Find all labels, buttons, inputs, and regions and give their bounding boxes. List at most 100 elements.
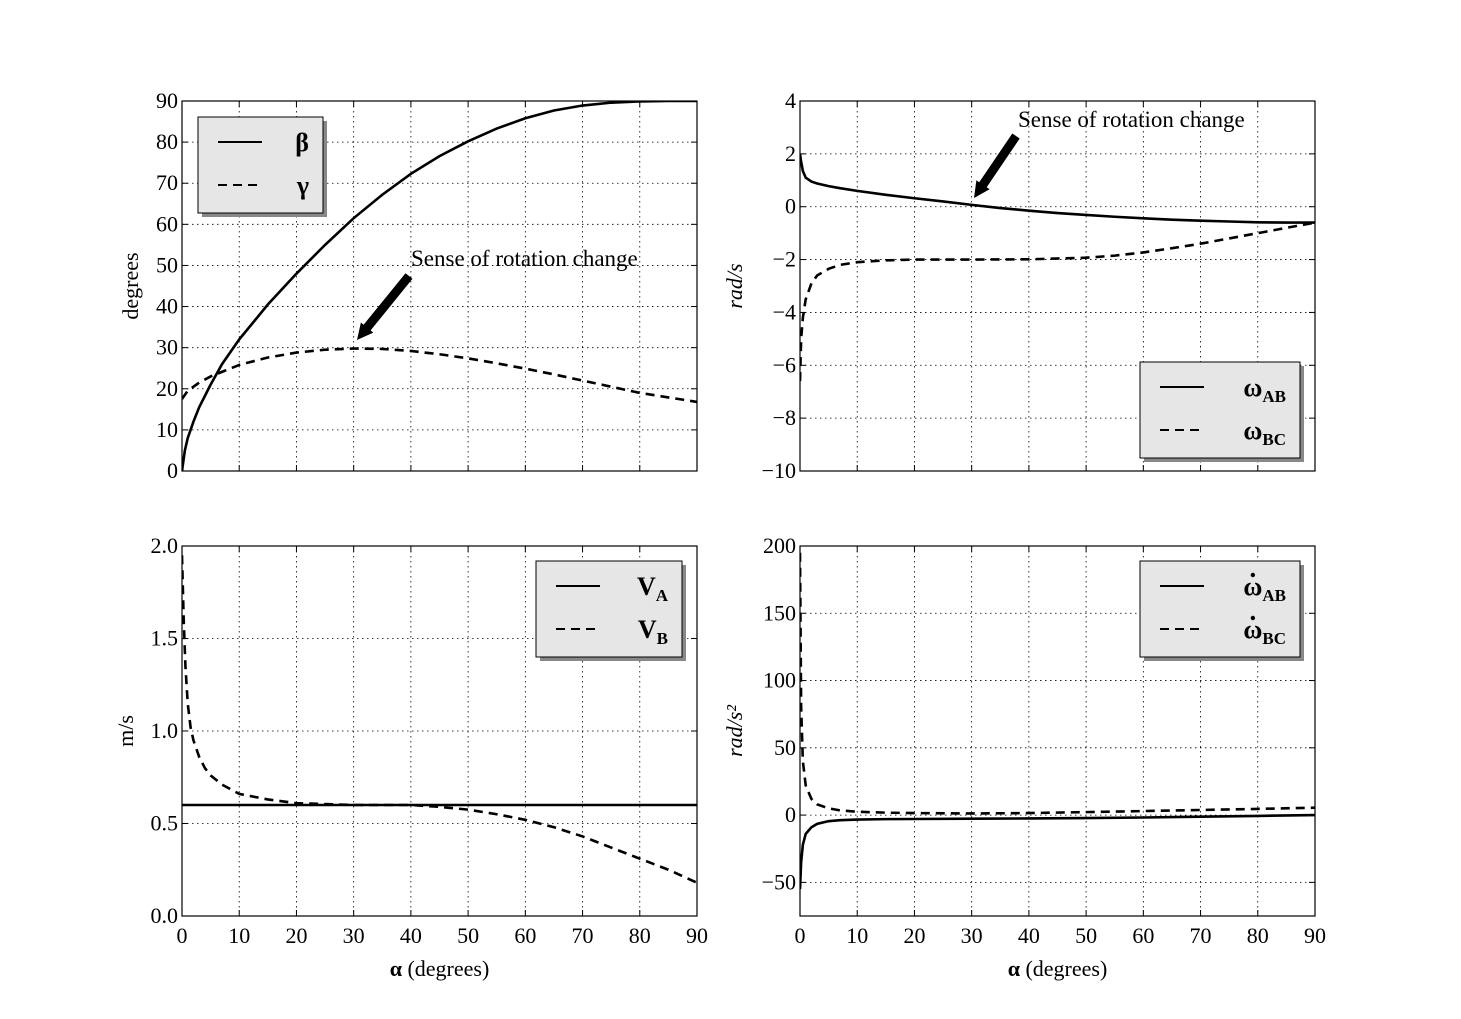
y-tick-label: 90 [156,88,178,113]
series-line-2 [182,347,697,404]
legend-entry-subscript: AB [1262,586,1286,605]
legend-box [197,116,324,214]
x-tick-label: 60 [514,923,536,948]
y-axis-label: m/s [113,715,138,747]
legend-entry-subscript: BC [1262,430,1286,449]
y-tick-label: 80 [156,129,178,154]
y-tick-label: 0 [785,194,796,219]
annotation-arrow [357,273,413,340]
x-tick-label: 90 [1304,923,1326,948]
legend-entry-1: ωAB [1243,373,1286,406]
y-tick-label: −8 [773,405,796,430]
legend: VA VB [535,560,686,661]
x-tick-label: 80 [629,923,651,948]
y-tick-label: 1.5 [151,626,179,651]
x-tick-label: 20 [285,923,307,948]
legend-entry-name: γ [296,171,309,200]
y-tick-label: 2 [785,141,796,166]
legend-entry-subscript: A [656,586,669,605]
y-tick-label: 30 [156,335,178,360]
annotation-text: Sense of rotation change [1018,107,1245,132]
y-tick-label: 150 [763,600,796,625]
y-tick-label: 1.0 [151,718,179,743]
x-tick-label: 0 [795,923,806,948]
x-tick-label: 10 [228,923,250,948]
legend-entry-name: ω [1243,373,1262,402]
y-tick-label: −6 [773,352,796,377]
x-axis-label-unit: (degrees) [402,956,489,981]
legend-entry-2: ωBC [1243,416,1286,449]
y-tick-label: −2 [773,247,796,272]
y-tick-label: 4 [785,88,796,113]
x-tick-label: 80 [1247,923,1269,948]
x-axis-label: α (degrees) [390,956,490,981]
y-tick-label: 0.5 [151,811,179,836]
legend-box [1139,560,1301,658]
x-tick-label: 20 [903,923,925,948]
series-line-2 [800,221,1315,382]
x-tick-label: 10 [846,923,868,948]
legend-entry-dot [1250,572,1256,578]
x-axis-label: α (degrees) [1008,956,1108,981]
legend-entry-2: γ [296,171,309,200]
legend-entry-subscript: AB [1262,387,1286,406]
y-tick-label: 50 [156,252,178,277]
x-tick-label: 70 [572,923,594,948]
y-tick-label: 0.0 [151,903,179,928]
series-line-1 [800,813,1315,890]
y-tick-label: 20 [156,376,178,401]
legend-entry-2: ωBC [1243,615,1286,648]
x-tick-label: 50 [457,923,479,948]
x-axis-label-symbol: α [390,956,403,981]
y-tick-label: −10 [762,458,796,483]
y-axis-label: degrees [118,252,143,319]
y-tick-label: 60 [156,211,178,236]
legend-entry-name: β [295,128,309,157]
panel-4: 0 10 20 30 40 50 60 70 80 90 −50 0 50 100 150 200 rad/s²… [722,533,1326,981]
y-tick-label: 200 [763,533,796,558]
legend-entry-1: ωAB [1243,572,1286,605]
legend-entry-1: β [295,128,309,157]
y-tick-label: −4 [773,299,796,324]
legend-box [535,560,683,658]
annotation-arrow [974,133,1020,198]
legend-entry-subscript: BC [1262,629,1286,648]
plot-frame [181,545,698,917]
legend-entry-name: V [637,572,656,601]
legend-entry-name: V [638,615,657,644]
x-tick-label: 70 [1190,923,1212,948]
series-line-1 [182,101,697,471]
x-tick-label: 30 [961,923,983,948]
legend-entry-name: ω [1243,615,1262,644]
y-tick-label: 0 [167,458,178,483]
x-tick-label: 40 [1018,923,1040,948]
panel-3: 0 10 20 30 40 50 60 70 80 90 0.0 0.5 1.0 1.5 2.0 m/s α (… [113,533,708,981]
y-tick-label: 40 [156,294,178,319]
plot-frame [799,100,1316,472]
series-line-1 [800,153,1315,224]
panel-1: 0 10 20 30 40 50 60 70 80 90 degrees Sense of rotat… [118,88,698,483]
x-tick-label: 0 [177,923,188,948]
legend: βγ [197,116,327,217]
legend-entry-dot [1250,615,1256,621]
annotation-text: Sense of rotation change [411,246,638,271]
legend-box [1139,361,1301,459]
legend-entry-1: VA [637,572,669,605]
legend-entry-2: VB [638,615,668,648]
plot-frame [799,545,1316,917]
x-tick-label: 60 [1132,923,1154,948]
series-line-2 [182,555,697,884]
x-axis-label-symbol: α [1008,956,1021,981]
legend-entry-name: ω [1243,416,1262,445]
y-tick-label: −50 [762,869,796,894]
x-tick-label: 30 [343,923,365,948]
x-axis-label-unit: (degrees) [1020,956,1107,981]
y-tick-label: 100 [763,668,796,693]
y-tick-label: 2.0 [151,533,179,558]
legend-entry-name: ω [1243,572,1262,601]
x-tick-label: 50 [1075,923,1097,948]
y-tick-label: 0 [785,802,796,827]
